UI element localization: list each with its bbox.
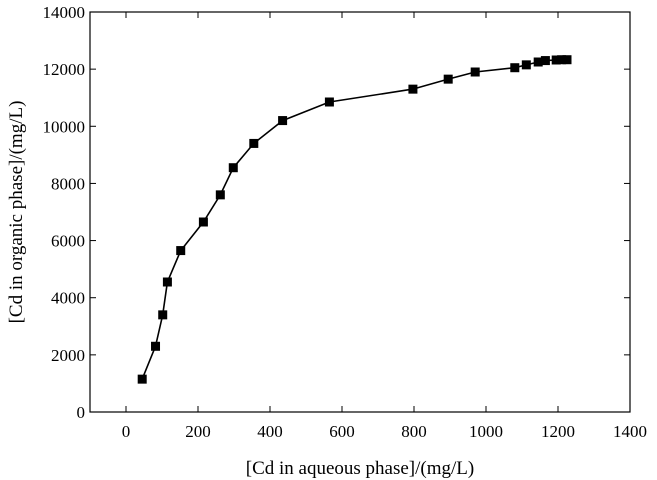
y-tick-label: 2000 xyxy=(51,346,85,365)
y-tick-label: 0 xyxy=(77,403,86,422)
y-axis-ticks: 0 2000 4000 6000 8000 10000 12000 14000 xyxy=(43,3,630,422)
data-point xyxy=(562,55,572,65)
data-point xyxy=(162,277,172,287)
x-tick-label: 600 xyxy=(329,422,355,441)
data-point xyxy=(249,138,259,148)
data-point xyxy=(510,63,520,73)
data-point xyxy=(137,374,147,384)
x-tick-label: 400 xyxy=(257,422,283,441)
plot-frame xyxy=(89,11,631,413)
y-tick-label: 12000 xyxy=(43,60,86,79)
data-point xyxy=(540,56,550,66)
data-point xyxy=(278,116,288,126)
data-point xyxy=(443,74,453,84)
series-layer xyxy=(137,55,572,384)
x-axis-ticks: 0 200 400 600 800 1000 1200 1400 xyxy=(122,12,647,441)
x-tick-label: 1000 xyxy=(469,422,503,441)
y-tick-label: 14000 xyxy=(43,3,86,22)
data-point xyxy=(521,60,531,70)
x-axis-title: [Cd in aqueous phase]/(mg/L) xyxy=(246,458,474,479)
x-tick-label: 0 xyxy=(122,422,131,441)
data-point xyxy=(533,57,543,67)
y-tick-label: 10000 xyxy=(43,117,86,136)
data-point xyxy=(158,310,168,320)
x-tick-label: 1400 xyxy=(613,422,647,441)
data-point xyxy=(151,341,161,351)
x-tick-label: 200 xyxy=(185,422,211,441)
data-point xyxy=(198,217,208,227)
x-tick-label: 1200 xyxy=(541,422,575,441)
data-point xyxy=(324,97,334,107)
data-point xyxy=(215,190,225,200)
data-point xyxy=(551,55,561,65)
data-point xyxy=(470,67,480,77)
y-axis-title: [Cd in organic phase]/(mg/L) xyxy=(6,101,27,324)
data-point xyxy=(557,55,567,65)
data-point xyxy=(176,246,186,256)
data-point xyxy=(228,163,238,173)
x-tick-label: 800 xyxy=(401,422,427,441)
data-point xyxy=(408,84,418,94)
y-tick-label: 6000 xyxy=(51,232,85,251)
y-tick-label: 8000 xyxy=(51,174,85,193)
y-tick-label: 4000 xyxy=(51,289,85,308)
